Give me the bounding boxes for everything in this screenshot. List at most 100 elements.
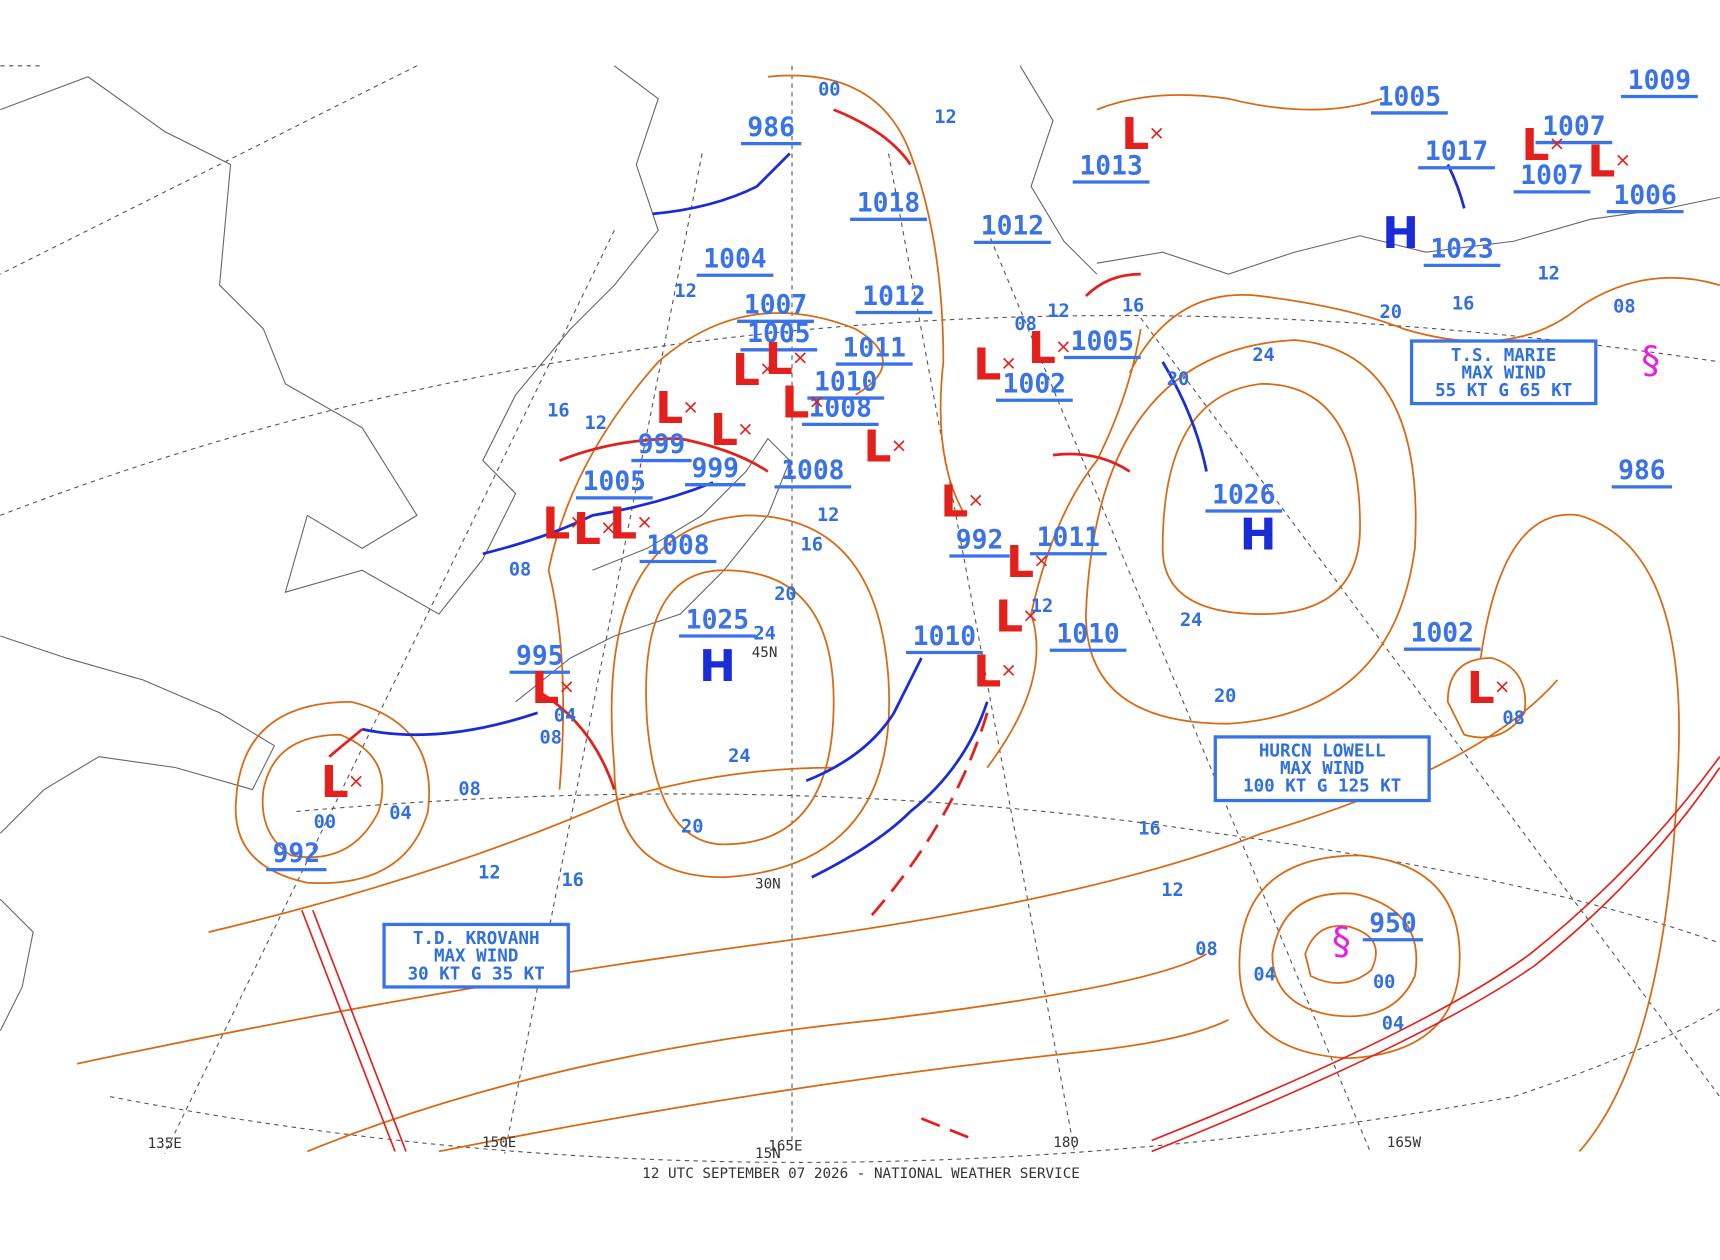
pressure-center: L bbox=[765, 334, 793, 385]
pressure-label: 992 bbox=[956, 525, 1004, 555]
latitude-label: 45N bbox=[752, 645, 778, 661]
longitude-label: 180 bbox=[1053, 1135, 1079, 1151]
pressure-center: L bbox=[1028, 323, 1056, 374]
latitude-label: 30N bbox=[755, 876, 781, 892]
pressure-label: 1008 bbox=[646, 531, 709, 561]
pressure-center: L bbox=[973, 646, 1001, 697]
isobar-label: 12 bbox=[1537, 264, 1559, 285]
isobar-label: 16 bbox=[561, 870, 583, 891]
storm-info: MAX WIND bbox=[1280, 759, 1364, 779]
pressure-label: 1026 bbox=[1212, 480, 1275, 510]
pressure-center: L bbox=[732, 345, 760, 396]
pressure-center: L bbox=[321, 757, 349, 808]
pressure-center: H bbox=[1240, 509, 1277, 560]
pressure-label: 1007 bbox=[744, 291, 807, 321]
isobar-label: 12 bbox=[1161, 880, 1183, 901]
lat-line bbox=[109, 1008, 1720, 1163]
isobar-label: 24 bbox=[1180, 610, 1202, 631]
isobar-label: 20 bbox=[1167, 369, 1189, 390]
pressure-center: H bbox=[1382, 208, 1419, 259]
center-mark: × bbox=[737, 417, 754, 440]
storm-box bbox=[382, 922, 570, 989]
pressure-label: 1005 bbox=[1378, 82, 1441, 112]
pressure-label: 1012 bbox=[862, 282, 925, 312]
isobar-label: 12 bbox=[478, 862, 500, 883]
pressure-label: 1002 bbox=[1003, 370, 1066, 400]
longitude-label: 150E bbox=[482, 1135, 516, 1151]
pressure-label: 1012 bbox=[981, 212, 1044, 242]
isobar-label: 08 bbox=[1014, 314, 1036, 335]
isobar-label: 12 bbox=[817, 505, 839, 526]
isobar-label: 08 bbox=[509, 560, 531, 581]
isobar-label: 08 bbox=[1502, 708, 1524, 729]
isobar-label: 12 bbox=[584, 413, 606, 434]
storm-info: 30 KT G 35 KT bbox=[408, 964, 545, 984]
storm-symbols: § § bbox=[1332, 338, 1660, 963]
isobar-label: 04 bbox=[1253, 964, 1275, 985]
center-mark: × bbox=[1148, 121, 1165, 144]
pressure-label: 999 bbox=[638, 430, 686, 460]
pressure-label: 1008 bbox=[809, 394, 872, 424]
pressure-label: 1025 bbox=[686, 605, 749, 635]
pressure-center: L bbox=[655, 383, 683, 434]
isobar-label: 00 bbox=[1373, 972, 1395, 993]
isobar-label: 12 bbox=[934, 107, 956, 128]
pressure-center: H bbox=[699, 641, 736, 692]
pressure-label: 1007 bbox=[1520, 161, 1583, 191]
longitude-label: 165W bbox=[1387, 1135, 1422, 1151]
pressure-center: L bbox=[710, 405, 738, 456]
isobar-label: 12 bbox=[1031, 596, 1053, 617]
pressure-label: 995 bbox=[516, 642, 563, 672]
isobar-label: 20 bbox=[774, 584, 796, 605]
center-mark: × bbox=[808, 390, 825, 413]
pressure-label: 1010 bbox=[814, 367, 877, 397]
isobar-label: 16 bbox=[1138, 819, 1160, 840]
isobar-label: 24 bbox=[1252, 345, 1274, 366]
pressure-label: 986 bbox=[747, 113, 795, 143]
center-mark: × bbox=[682, 395, 699, 418]
lat-lon-grid bbox=[0, 65, 1720, 1163]
isobar-label: 08 bbox=[458, 779, 480, 800]
isobar-label: 04 bbox=[1382, 1014, 1404, 1035]
pressure-center: L bbox=[1587, 136, 1615, 187]
isobar-label: 08 bbox=[1195, 939, 1217, 960]
storm-box bbox=[1409, 339, 1598, 406]
pressure-center: L bbox=[995, 592, 1023, 643]
annotations: 135E 150E 165E 180 165W 45N 30N 15N 986 1018 1004 1… bbox=[148, 66, 1698, 1162]
isobar-label: 00 bbox=[818, 79, 840, 100]
pressure-label: 1017 bbox=[1425, 137, 1488, 167]
hurricane-symbol: § bbox=[1332, 919, 1351, 963]
pressure-label: 1023 bbox=[1430, 235, 1493, 265]
center-mark: × bbox=[348, 769, 365, 792]
isobar-label: 16 bbox=[1122, 295, 1144, 316]
pressure-label: 1007 bbox=[1542, 112, 1605, 142]
center-mark: × bbox=[1000, 352, 1017, 375]
footer: 12 UTC SEPTEMBER 07 2026 - NATIONAL WEAT… bbox=[642, 1166, 1080, 1182]
pressure-label: 1013 bbox=[1079, 151, 1142, 181]
pressure-label: 986 bbox=[1618, 456, 1666, 486]
isobar-label: 12 bbox=[674, 281, 696, 302]
isobar-label: 00 bbox=[314, 812, 336, 833]
lon-line bbox=[887, 153, 1076, 1154]
pressure-label: 1009 bbox=[1628, 66, 1691, 96]
lat-line bbox=[296, 793, 1720, 944]
pressure-label: 1018 bbox=[857, 189, 920, 219]
center-mark: × bbox=[759, 357, 776, 380]
storm-symbol: § bbox=[1641, 338, 1660, 382]
storm-info: 55 KT G 65 KT bbox=[1435, 381, 1572, 401]
pressure-center: L bbox=[1121, 109, 1149, 160]
pressure-label: 1010 bbox=[1056, 620, 1119, 650]
pressure-label: 950 bbox=[1369, 909, 1416, 939]
pressure-center: L bbox=[531, 663, 559, 714]
latitude-label: 15N bbox=[755, 1146, 781, 1162]
center-mark: × bbox=[636, 511, 653, 534]
isobar-label: 08 bbox=[1613, 297, 1635, 318]
isobar-label: 20 bbox=[681, 816, 703, 837]
pressure-label: 1011 bbox=[843, 333, 906, 363]
pressure-label: 1005 bbox=[1071, 327, 1134, 357]
center-mark: × bbox=[1033, 549, 1050, 572]
center-mark: × bbox=[569, 511, 586, 534]
center-mark: × bbox=[1000, 659, 1017, 682]
